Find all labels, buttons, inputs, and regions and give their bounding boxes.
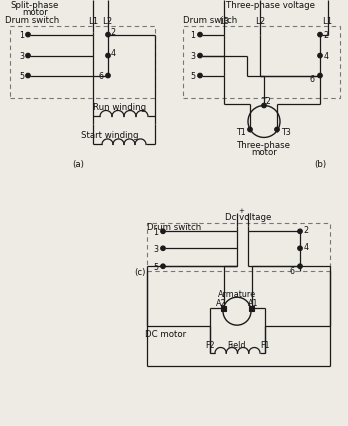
Text: 4: 4 bbox=[324, 52, 329, 61]
Text: 6: 6 bbox=[309, 75, 315, 84]
Circle shape bbox=[106, 74, 110, 79]
Circle shape bbox=[318, 33, 322, 38]
Text: 5: 5 bbox=[190, 72, 196, 81]
Text: Split-phase: Split-phase bbox=[11, 1, 59, 10]
Circle shape bbox=[26, 74, 30, 79]
Text: 1: 1 bbox=[190, 31, 196, 40]
Text: F1: F1 bbox=[260, 340, 270, 349]
Circle shape bbox=[26, 54, 30, 59]
Text: L2: L2 bbox=[102, 17, 112, 26]
Circle shape bbox=[275, 128, 279, 132]
Text: 2: 2 bbox=[110, 28, 116, 37]
Text: motor: motor bbox=[22, 8, 48, 17]
Text: A1: A1 bbox=[248, 298, 258, 307]
Text: (a): (a) bbox=[72, 159, 84, 169]
Text: Armature: Armature bbox=[218, 289, 256, 298]
Text: (b): (b) bbox=[314, 159, 326, 169]
Text: 1: 1 bbox=[19, 31, 24, 40]
Circle shape bbox=[106, 33, 110, 38]
Circle shape bbox=[298, 230, 302, 234]
Text: Drum switch: Drum switch bbox=[183, 16, 237, 25]
Text: Field: Field bbox=[228, 340, 246, 349]
Text: +: + bbox=[238, 208, 244, 214]
Text: L2: L2 bbox=[255, 17, 265, 26]
Text: T3: T3 bbox=[281, 128, 291, 137]
Text: 2: 2 bbox=[323, 31, 329, 40]
Bar bbox=[221, 306, 226, 311]
Text: Dc voltage: Dc voltage bbox=[225, 212, 271, 221]
Text: Three-phase: Three-phase bbox=[237, 141, 291, 150]
Circle shape bbox=[198, 33, 202, 38]
Text: Three-phase voltage: Three-phase voltage bbox=[226, 1, 315, 10]
Circle shape bbox=[248, 128, 252, 132]
Circle shape bbox=[26, 33, 30, 38]
Text: Start winding: Start winding bbox=[81, 131, 139, 140]
Text: DC motor: DC motor bbox=[145, 329, 186, 338]
Text: L1: L1 bbox=[88, 17, 98, 26]
Circle shape bbox=[298, 246, 302, 251]
Text: 2: 2 bbox=[303, 225, 309, 234]
Text: 5: 5 bbox=[19, 72, 25, 81]
Text: (c): (c) bbox=[134, 267, 146, 276]
Circle shape bbox=[161, 264, 165, 269]
Text: 6: 6 bbox=[98, 72, 103, 81]
Circle shape bbox=[262, 104, 266, 109]
Text: 1: 1 bbox=[153, 227, 158, 236]
Text: 3: 3 bbox=[190, 52, 196, 61]
Circle shape bbox=[161, 230, 165, 234]
Bar bbox=[249, 306, 254, 311]
Text: T2: T2 bbox=[261, 97, 271, 106]
Circle shape bbox=[318, 54, 322, 59]
Circle shape bbox=[106, 54, 110, 59]
Text: T1: T1 bbox=[236, 128, 246, 137]
Bar bbox=[10, 26, 155, 99]
Circle shape bbox=[198, 74, 202, 79]
Circle shape bbox=[318, 74, 322, 79]
Text: F2: F2 bbox=[205, 340, 215, 349]
Text: L1: L1 bbox=[322, 17, 332, 26]
Text: Drum switch: Drum switch bbox=[147, 222, 201, 231]
Text: 6: 6 bbox=[290, 266, 294, 275]
Circle shape bbox=[198, 54, 202, 59]
Text: L3: L3 bbox=[219, 17, 229, 26]
Text: 4: 4 bbox=[303, 242, 308, 251]
Circle shape bbox=[298, 264, 302, 269]
Text: 4: 4 bbox=[111, 49, 116, 58]
Text: A2: A2 bbox=[216, 298, 226, 307]
Text: motor: motor bbox=[251, 147, 277, 156]
Text: Drum switch: Drum switch bbox=[5, 16, 59, 25]
Circle shape bbox=[161, 246, 165, 251]
Text: Run winding: Run winding bbox=[93, 103, 147, 112]
Text: 3: 3 bbox=[19, 52, 24, 61]
Bar bbox=[183, 26, 340, 99]
Text: 5: 5 bbox=[153, 262, 159, 271]
Bar bbox=[147, 224, 330, 272]
Text: 3: 3 bbox=[153, 244, 158, 253]
